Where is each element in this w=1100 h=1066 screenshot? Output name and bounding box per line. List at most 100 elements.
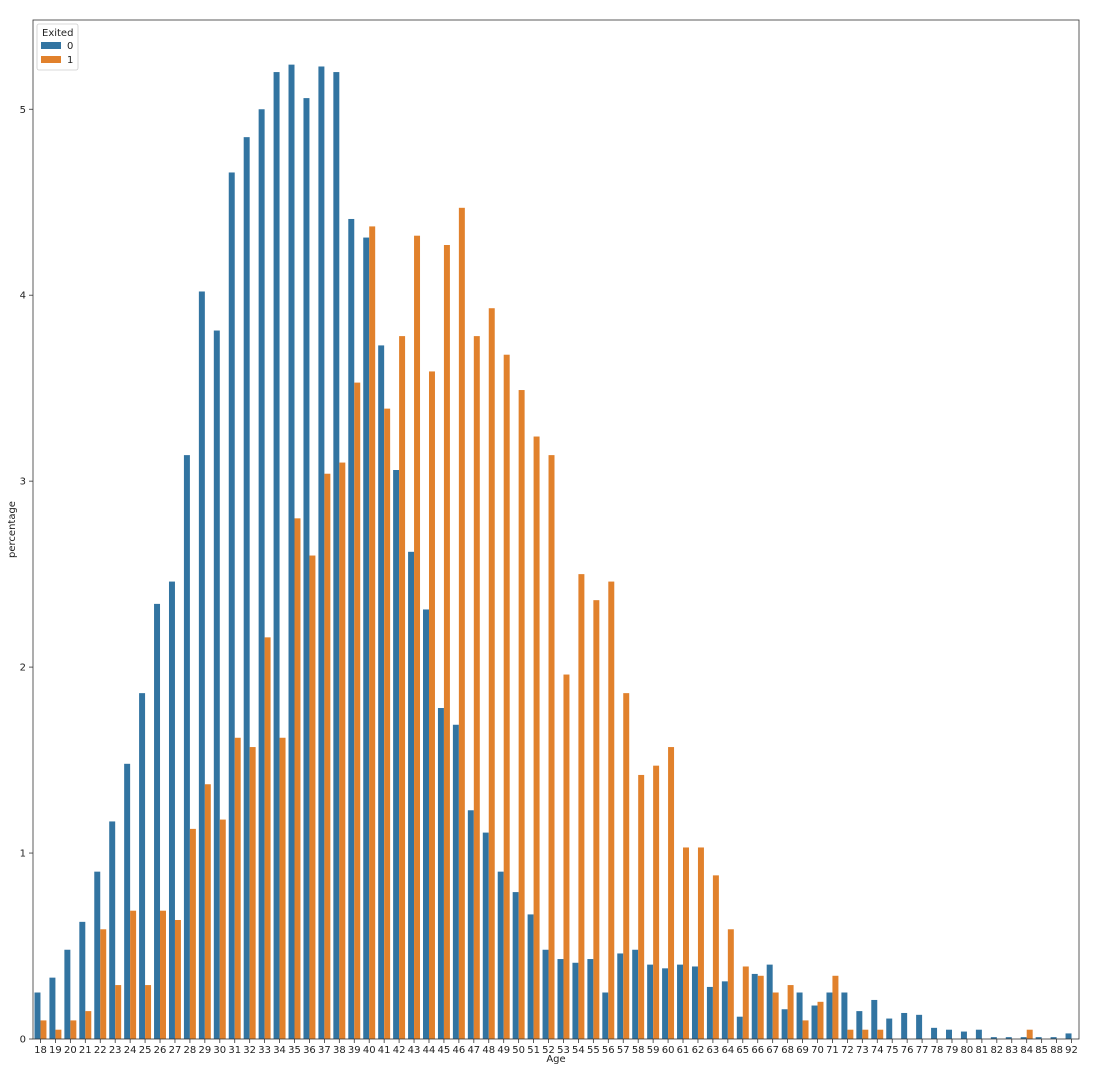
bar-series-1-age-44 xyxy=(428,371,435,1039)
bar-series-0-age-23 xyxy=(109,821,116,1039)
bar-series-0-age-55 xyxy=(587,959,594,1039)
x-tick-label: 32 xyxy=(243,1045,256,1056)
legend-swatch-1 xyxy=(41,56,61,63)
bar-series-1-age-37 xyxy=(324,473,331,1040)
bar-series-1-age-67 xyxy=(772,992,779,1039)
bar-series-0-age-70 xyxy=(811,1005,818,1039)
x-tick-label: 61 xyxy=(677,1045,690,1056)
bar-series-1-age-74 xyxy=(877,1029,884,1039)
bar-series-0-age-67 xyxy=(766,964,773,1039)
x-tick-label: 71 xyxy=(826,1045,839,1056)
bar-series-1-age-66 xyxy=(757,975,764,1039)
x-tick-label: 48 xyxy=(482,1045,495,1056)
x-tick-label: 49 xyxy=(497,1045,510,1056)
bar-series-0-age-32 xyxy=(243,137,250,1039)
x-tick-label: 51 xyxy=(527,1045,540,1056)
x-tick-label: 39 xyxy=(348,1045,361,1056)
bar-series-0-age-59 xyxy=(647,964,654,1039)
x-tick-label: 37 xyxy=(318,1045,331,1056)
bar-series-1-age-21 xyxy=(85,1011,92,1039)
bar-series-0-age-39 xyxy=(348,218,355,1040)
bar-series-1-age-42 xyxy=(399,336,406,1039)
bar-series-1-age-38 xyxy=(339,462,346,1039)
x-tick-label: 69 xyxy=(796,1045,809,1056)
legend-label-0: 0 xyxy=(67,41,73,52)
x-tick-label: 70 xyxy=(811,1045,824,1056)
bar-series-1-age-49 xyxy=(503,354,510,1040)
bar-series-0-age-22 xyxy=(94,871,101,1039)
bar-series-0-age-37 xyxy=(318,66,325,1040)
bar-series-1-age-47 xyxy=(473,336,480,1039)
x-tick-label: 85 xyxy=(1035,1045,1048,1056)
bar-series-1-age-57 xyxy=(623,693,630,1039)
bar-series-1-age-40 xyxy=(369,226,376,1039)
bar-series-0-age-58 xyxy=(632,949,639,1039)
x-axis-label: Age xyxy=(546,1054,565,1065)
bar-series-1-age-22 xyxy=(100,929,107,1039)
bar-series-0-age-83 xyxy=(1005,1037,1012,1039)
bar-series-1-age-36 xyxy=(309,555,316,1039)
bar-series-1-age-72 xyxy=(847,1029,854,1039)
bar-series-0-age-54 xyxy=(572,962,579,1039)
bar-series-1-age-32 xyxy=(249,747,256,1039)
bar-series-0-age-84 xyxy=(1020,1037,1027,1039)
bar-series-0-age-78 xyxy=(931,1027,938,1039)
bar-series-0-age-82 xyxy=(990,1037,997,1039)
x-tick-label: 78 xyxy=(931,1045,944,1056)
x-tick-label: 65 xyxy=(736,1045,749,1056)
bar-series-1-age-31 xyxy=(234,737,241,1039)
bar-series-1-age-71 xyxy=(832,975,839,1039)
bar-series-0-age-52 xyxy=(542,949,549,1039)
bar-series-0-age-18 xyxy=(34,992,41,1039)
x-tick-label: 84 xyxy=(1020,1045,1033,1056)
x-tick-label: 30 xyxy=(213,1045,226,1056)
bar-series-0-age-49 xyxy=(497,871,504,1039)
y-tick-label: 3 xyxy=(20,477,26,488)
bar-series-0-age-26 xyxy=(154,603,161,1039)
bar-series-0-age-92 xyxy=(1065,1033,1072,1039)
x-tick-label: 79 xyxy=(946,1045,959,1056)
bar-series-0-age-38 xyxy=(333,72,340,1039)
x-tick-label: 29 xyxy=(198,1045,211,1056)
bar-series-0-age-29 xyxy=(198,291,205,1039)
x-tick-label: 24 xyxy=(124,1045,137,1056)
legend-swatch-0 xyxy=(41,42,61,49)
x-tick-label: 52 xyxy=(542,1045,555,1056)
x-tick-label: 58 xyxy=(632,1045,645,1056)
bar-series-0-age-43 xyxy=(408,551,415,1039)
x-tick-label: 55 xyxy=(587,1045,600,1056)
bar-series-1-age-68 xyxy=(787,985,794,1039)
bar-series-1-age-28 xyxy=(189,828,196,1039)
bar-series-1-age-70 xyxy=(817,1001,824,1039)
plot-frame xyxy=(32,19,1080,1040)
bar-series-1-age-56 xyxy=(608,581,615,1039)
bar-series-1-age-63 xyxy=(712,875,719,1039)
x-ticks: 18 19 20 21 22 23 24 25 26 27 28 29 30 31 32 33 34 35 36 37… xyxy=(34,1039,1078,1056)
bar-series-1-age-61 xyxy=(683,847,689,1039)
bar-series-0-age-40 xyxy=(363,237,370,1039)
bar-series-0-age-85 xyxy=(1035,1037,1042,1039)
bar-series-0-age-72 xyxy=(841,992,848,1039)
bar-series-0-age-34 xyxy=(273,72,280,1039)
x-tick-label: 35 xyxy=(288,1045,301,1056)
x-tick-label: 23 xyxy=(109,1045,122,1056)
y-tick-label: 1 xyxy=(20,849,26,860)
bar-series-0-age-44 xyxy=(423,609,429,1039)
bar-series-1-age-19 xyxy=(55,1029,62,1039)
bar-series-0-age-75 xyxy=(886,1018,893,1039)
bar-series-0-age-81 xyxy=(975,1029,982,1039)
bar-series-0-age-80 xyxy=(960,1031,967,1039)
x-tick-label: 45 xyxy=(438,1045,451,1056)
bar-series-0-age-65 xyxy=(736,1016,743,1039)
bar-series-1-age-34 xyxy=(279,737,286,1039)
bar-series-1-age-26 xyxy=(160,910,166,1039)
bar-series-0-age-73 xyxy=(856,1011,863,1039)
bar-series-0-age-53 xyxy=(557,959,564,1039)
bar-series-1-age-18 xyxy=(40,1020,47,1039)
bar-series-1-age-53 xyxy=(563,674,570,1039)
bar-series-0-age-19 xyxy=(49,977,56,1039)
bar-series-1-age-59 xyxy=(653,765,660,1039)
x-tick-label: 62 xyxy=(692,1045,705,1056)
bar-series-0-age-76 xyxy=(901,1012,908,1039)
bar-series-1-age-54 xyxy=(578,574,585,1039)
